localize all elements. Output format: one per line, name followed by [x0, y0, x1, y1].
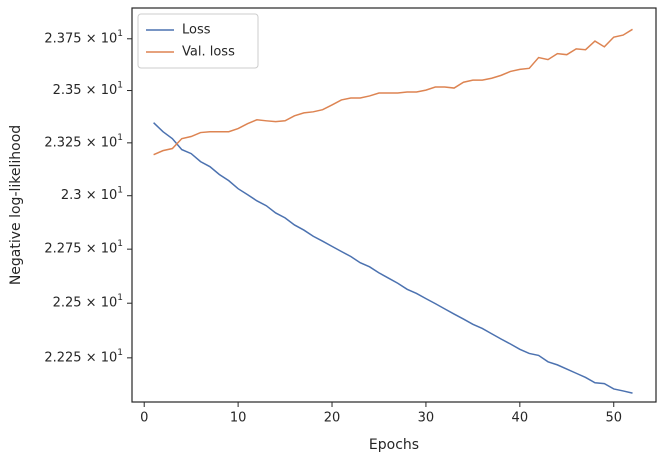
plot-frame [131, 7, 657, 403]
y-tick-label: 2.325 × 101 [44, 132, 123, 150]
x-tick-label: 30 [418, 411, 435, 426]
y-tick-label: 2.35 × 101 [53, 80, 123, 98]
legend-label: Loss [182, 23, 211, 38]
x-tick-label: 50 [605, 411, 622, 426]
x-tick-label: 40 [512, 411, 529, 426]
y-tick-label: 2.25 × 101 [53, 293, 123, 311]
y-tick-label: 2.225 × 101 [44, 347, 123, 365]
line-series [153, 122, 633, 394]
y-tick-label: 2.3 × 101 [61, 185, 123, 203]
legend-label: Val. loss [182, 45, 235, 60]
x-tick-label: 20 [324, 411, 341, 426]
x-tick-label: 10 [230, 411, 247, 426]
legend-box [137, 13, 259, 69]
x-axis-label: Epochs [369, 437, 419, 453]
y-tick-label: 2.275 × 101 [44, 239, 123, 257]
line-series [153, 28, 633, 156]
y-tick-label: 2.375 × 101 [44, 28, 123, 46]
x-tick-label: 0 [140, 411, 148, 426]
y-axis-label: Negative log-likelihood [8, 125, 24, 285]
